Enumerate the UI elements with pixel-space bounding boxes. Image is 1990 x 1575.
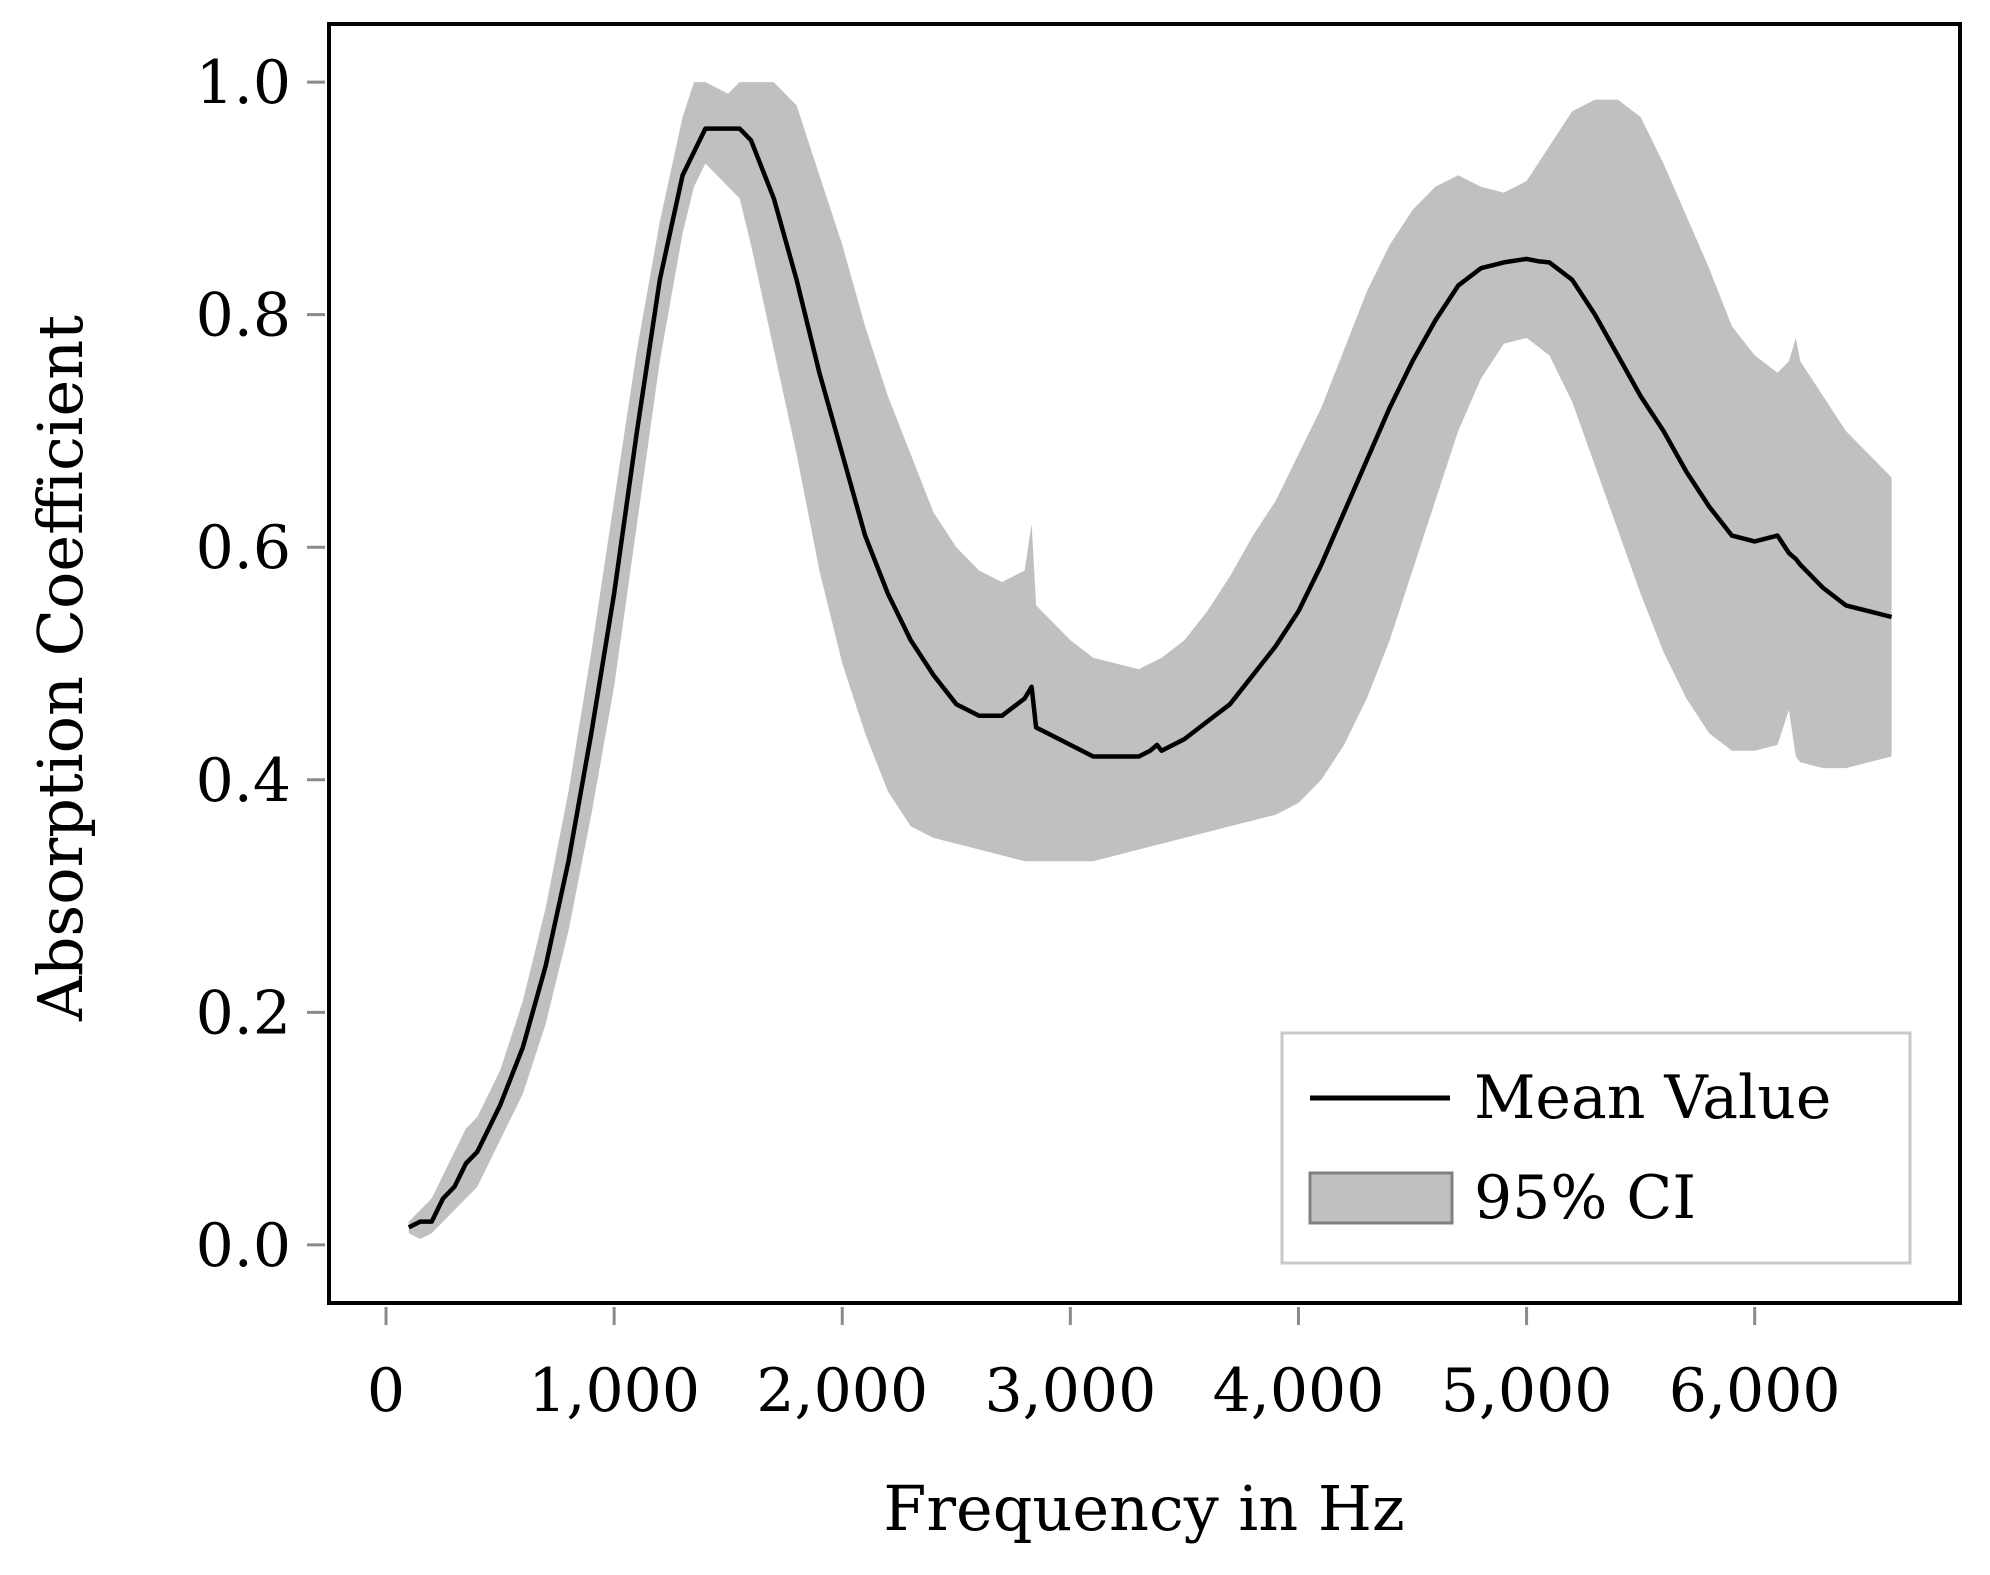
- x-axis: 0 1,000 2,000 3,000 4,000 5,000 6,000: [367, 1307, 1841, 1426]
- y-tick-label: 1.0: [196, 48, 291, 118]
- x-tick-label: 6,000: [1669, 1356, 1841, 1426]
- y-tick-label: 0.4: [196, 746, 291, 816]
- y-axis-label: Absorption Coefficient: [24, 315, 97, 1022]
- x-tick-label: 2,000: [756, 1356, 928, 1426]
- x-tick-label: 4,000: [1213, 1356, 1385, 1426]
- y-tick-label: 0.6: [196, 513, 291, 583]
- plot-frame: [327, 22, 1962, 1305]
- y-tick-label: 0.2: [196, 978, 291, 1048]
- legend-mean-label: Mean Value: [1474, 1063, 1831, 1133]
- x-tick-label: 5,000: [1441, 1356, 1613, 1426]
- ci-band: [408, 82, 1892, 1240]
- x-tick-label: 0: [367, 1356, 405, 1426]
- y-tick-label: 0.8: [196, 281, 291, 351]
- legend-box: [1280, 1031, 1912, 1265]
- ci-band-layer: [408, 82, 1892, 1240]
- x-tick-label: 1,000: [528, 1356, 700, 1426]
- mean-line: [407, 126, 1893, 1230]
- x-axis-label: Frequency in Hz: [883, 1472, 1404, 1545]
- legend-ci-label: 95% CI: [1474, 1163, 1696, 1233]
- x-tick-label: 3,000: [984, 1356, 1156, 1426]
- mean-line-layer: [407, 126, 1893, 1230]
- legend: Mean Value 95% CI: [1280, 1031, 1912, 1265]
- y-tick-label: 0.0: [196, 1211, 291, 1281]
- y-axis: 0.0 0.2 0.4 0.6 0.8 1.0: [196, 48, 325, 1281]
- legend-ci-swatch: [1308, 1171, 1454, 1225]
